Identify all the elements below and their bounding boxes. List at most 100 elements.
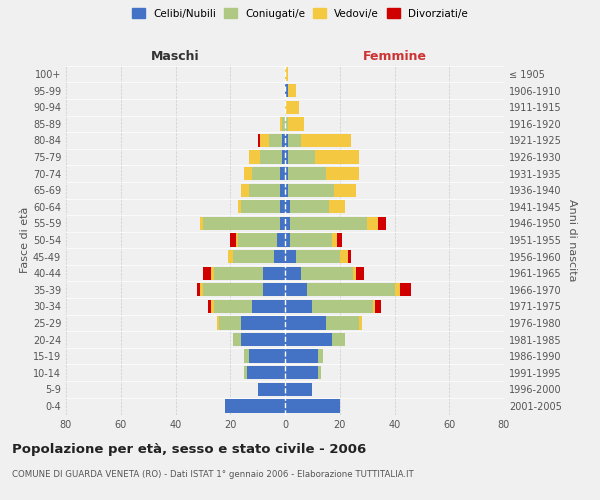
Bar [378,217,386,230]
Bar [247,366,285,380]
Bar [395,283,400,296]
Text: Femmine: Femmine [362,50,427,64]
Bar [318,350,323,362]
Bar [263,283,285,296]
Bar [285,118,288,130]
Bar [238,200,241,213]
Bar [233,250,274,263]
Bar [353,266,356,280]
Bar [288,118,304,130]
Bar [285,134,288,147]
Bar [337,234,343,246]
Text: Popolazione per età, sesso e stato civile - 2006: Popolazione per età, sesso e stato civil… [12,442,366,456]
Bar [285,333,332,346]
Bar [329,200,345,213]
Bar [260,134,269,147]
Bar [290,217,367,230]
Bar [197,283,200,296]
Bar [288,167,326,180]
Bar [280,118,282,130]
Bar [282,118,285,130]
Bar [367,217,378,230]
Bar [285,68,288,81]
Bar [290,234,332,246]
Bar [250,350,285,362]
Bar [250,150,260,164]
Bar [359,316,362,330]
Bar [250,184,280,197]
Bar [348,250,351,263]
Bar [285,266,301,280]
Bar [282,150,285,164]
Bar [269,134,282,147]
Bar [326,167,359,180]
Bar [313,300,373,313]
Bar [334,184,356,197]
Bar [208,300,211,313]
Bar [356,266,364,280]
Text: Maschi: Maschi [151,50,200,64]
Bar [318,366,320,380]
Bar [217,316,220,330]
Bar [280,200,285,213]
Bar [220,316,241,330]
Bar [214,300,252,313]
Bar [285,382,313,396]
Bar [241,333,285,346]
Bar [214,266,263,280]
Bar [244,167,252,180]
Bar [285,300,313,313]
Bar [280,184,285,197]
Bar [203,266,211,280]
Bar [263,266,285,280]
Bar [257,382,285,396]
Bar [376,300,381,313]
Bar [290,200,329,213]
Bar [241,316,285,330]
Bar [307,283,395,296]
Bar [203,283,263,296]
Bar [285,100,299,114]
Bar [332,234,337,246]
Bar [277,234,285,246]
Bar [252,167,280,180]
Bar [285,399,340,412]
Bar [280,167,285,180]
Bar [301,266,353,280]
Bar [285,84,288,98]
Bar [244,350,250,362]
Bar [252,300,285,313]
Bar [200,283,203,296]
Bar [227,250,233,263]
Bar [296,250,340,263]
Bar [285,316,326,330]
Bar [315,150,359,164]
Bar [285,184,288,197]
Bar [241,200,280,213]
Bar [332,333,345,346]
Bar [200,217,203,230]
Bar [340,250,348,263]
Bar [244,366,247,380]
Bar [241,184,250,197]
Bar [285,283,307,296]
Bar [400,283,411,296]
Bar [285,234,290,246]
Bar [233,333,241,346]
Bar [326,316,359,330]
Bar [288,150,315,164]
Bar [288,184,334,197]
Bar [225,399,285,412]
Bar [282,134,285,147]
Bar [285,217,290,230]
Bar [280,217,285,230]
Bar [260,150,282,164]
Bar [230,234,236,246]
Bar [288,134,301,147]
Bar [285,200,290,213]
Legend: Celibi/Nubili, Coniugati/e, Vedovi/e, Divorziati/e: Celibi/Nubili, Coniugati/e, Vedovi/e, Di… [129,5,471,21]
Bar [236,234,238,246]
Bar [203,217,280,230]
Bar [373,300,376,313]
Bar [211,300,214,313]
